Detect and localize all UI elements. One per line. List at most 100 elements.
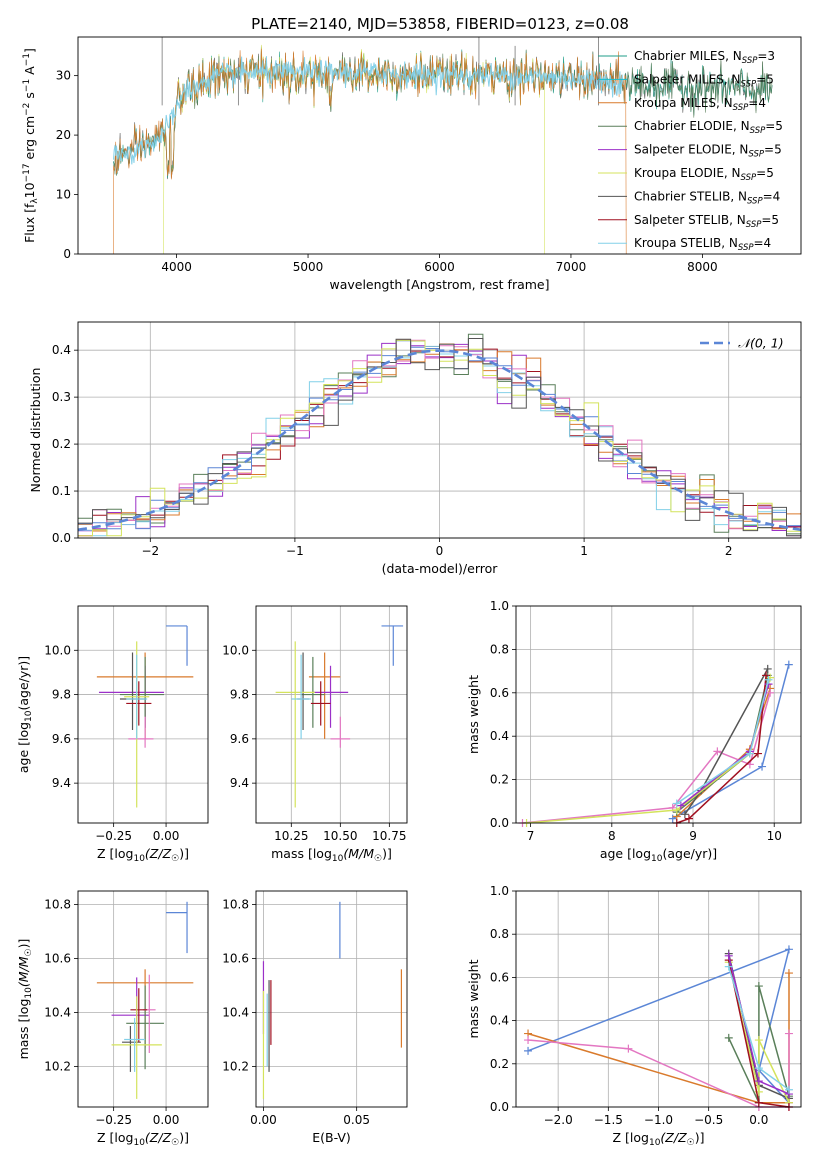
y-tick-label: 0.1 <box>52 484 71 498</box>
x-axis-label: (data-model)/error <box>382 561 499 576</box>
x-axis-label-part: (Z/Z <box>145 1130 172 1145</box>
spectrum-series-kroupa-miles <box>113 48 627 254</box>
axes-frame <box>255 890 408 1108</box>
legend-sub: SSP <box>748 150 764 160</box>
y-axis-label-part: 10 <box>24 710 34 722</box>
y-tick-label: 9.4 <box>52 776 71 790</box>
age_vs_mass-axes <box>252 606 407 827</box>
series-marker <box>724 951 733 960</box>
x-tick-label: 10 <box>767 829 782 843</box>
series-marker <box>724 1033 733 1042</box>
series-marker <box>784 1085 793 1094</box>
x-tick-label: 7 <box>527 829 535 843</box>
legend-entry: Chabrier STELIB, NSSP=4 <box>634 189 780 206</box>
x-tick-label: 0.0 <box>749 1113 768 1127</box>
series-marker <box>624 1044 633 1053</box>
y-axis-label: mass [log10(M/M☉)] <box>16 939 34 1060</box>
x-axis-label-part: 10 <box>332 854 344 864</box>
y-tick-label: 0.8 <box>490 927 509 941</box>
legend-sub: SSP <box>750 126 766 136</box>
series-marker <box>754 1077 763 1086</box>
x-tick-label: 8000 <box>687 260 718 274</box>
x-axis-label: Z [log10(Z/Z☉)] <box>97 1130 189 1148</box>
axes-frame <box>77 890 209 1108</box>
massweight_vs_age-series <box>518 660 793 827</box>
x-axis-label-part: Z [log <box>613 1130 649 1145</box>
x-tick-label: 10.25 <box>274 829 308 843</box>
axes-frame <box>77 605 209 824</box>
series-marker <box>754 982 763 991</box>
legend-entry: Salpeter ELODIE, NSSP=5 <box>634 143 782 160</box>
errorbar-point <box>122 1026 141 1072</box>
errorbar-point <box>111 996 162 1099</box>
y-tick-label: 9.6 <box>230 732 249 746</box>
series-line <box>672 664 790 820</box>
errorbar-point <box>308 652 341 739</box>
series-marker <box>753 749 762 758</box>
normal-reference-curve <box>77 349 802 532</box>
x-axis-label: age [log10(age/yr)] <box>600 846 717 864</box>
legend-name: Kroupa STELIB, N <box>634 236 738 250</box>
x-axis-label-part: (data-model)/error <box>382 561 499 576</box>
legend-name: Chabrier MILES, N <box>634 49 742 63</box>
x-tick-label: 2 <box>725 544 733 558</box>
legend-sub: SSP <box>738 243 754 253</box>
mass_vs_z-axes <box>74 891 208 1111</box>
errorbar-point <box>128 716 154 748</box>
legend-entry: 𝒩(0, 1) <box>738 336 784 351</box>
x-axis-label-part: ☉ <box>374 854 382 864</box>
y-tick-label: 1.0 <box>490 884 509 898</box>
legend-entry: Salpeter STELIB, NSSP=5 <box>634 213 779 230</box>
y-tick-label: 10.4 <box>222 1006 249 1020</box>
axes-frame <box>77 36 802 255</box>
y-tick-label: 0.8 <box>490 642 509 656</box>
errorbar-point <box>297 652 309 730</box>
errorbar-point <box>126 681 152 726</box>
y-tick-label: 0.6 <box>490 970 509 984</box>
y-tick-label: 9.4 <box>230 776 249 790</box>
y-axis-label-part: 10 <box>22 182 37 198</box>
legend-name: Salpeter ELODIE, N <box>634 143 748 157</box>
y-axis-label: Flux [fλ10−17 erg cm−2 s−1 A−1] <box>22 48 40 243</box>
axes-frame <box>77 321 802 539</box>
series-marker <box>754 1064 763 1073</box>
x-axis-label-part: age [log <box>600 846 651 861</box>
series-marker <box>524 1046 533 1055</box>
errorbar-point <box>119 652 146 730</box>
y-axis-label: Normed distribution <box>28 368 43 493</box>
series-marker <box>763 664 772 673</box>
spectrum-series-chabrier-elodie <box>113 49 773 178</box>
y-axis-label-part: mass [log <box>16 999 31 1060</box>
x-axis-label-part: )] <box>695 1130 705 1145</box>
age_vs_mass-points <box>275 625 404 808</box>
legend-value: =5 <box>765 119 783 133</box>
series-marker <box>713 747 722 756</box>
series-marker <box>524 1036 533 1045</box>
legend-entry: Kroupa STELIB, NSSP=4 <box>634 236 771 253</box>
x-axis-label-part: ☉ <box>171 1138 179 1148</box>
y-tick-label: 10.8 <box>222 898 249 912</box>
y-tick-label: 0.0 <box>490 1100 509 1114</box>
x-axis-label-part: wavelength [Angstrom, rest frame] <box>329 277 549 292</box>
y-axis-label-part: −1 <box>22 79 32 92</box>
y-axis-label-part: 10 <box>24 987 34 999</box>
y-tick-label: 10.8 <box>44 898 71 912</box>
series-marker <box>754 1036 763 1045</box>
legend-value: =5 <box>756 72 774 86</box>
legend-entry: Chabrier ELODIE, NSSP=5 <box>634 119 783 136</box>
axes-frame <box>255 605 408 824</box>
y-tick-label: 9.8 <box>52 688 71 702</box>
x-tick-label: −1.5 <box>594 1113 623 1127</box>
y-tick-label: 10.0 <box>222 643 249 657</box>
y-axis-label: mass weight <box>466 959 481 1038</box>
y-tick-label: 0.0 <box>52 531 71 545</box>
legend-name: Salpeter MILES, N <box>634 72 741 86</box>
x-tick-label: −2.0 <box>544 1113 573 1127</box>
legend-value: =5 <box>756 166 774 180</box>
x-tick-label: −1 <box>286 544 304 558</box>
legend-value: =3 <box>757 49 775 63</box>
series-line <box>522 692 771 824</box>
series-marker <box>672 799 681 808</box>
y-tick-label: 10.6 <box>44 952 71 966</box>
y-axis-label-part: −2 <box>22 103 32 116</box>
